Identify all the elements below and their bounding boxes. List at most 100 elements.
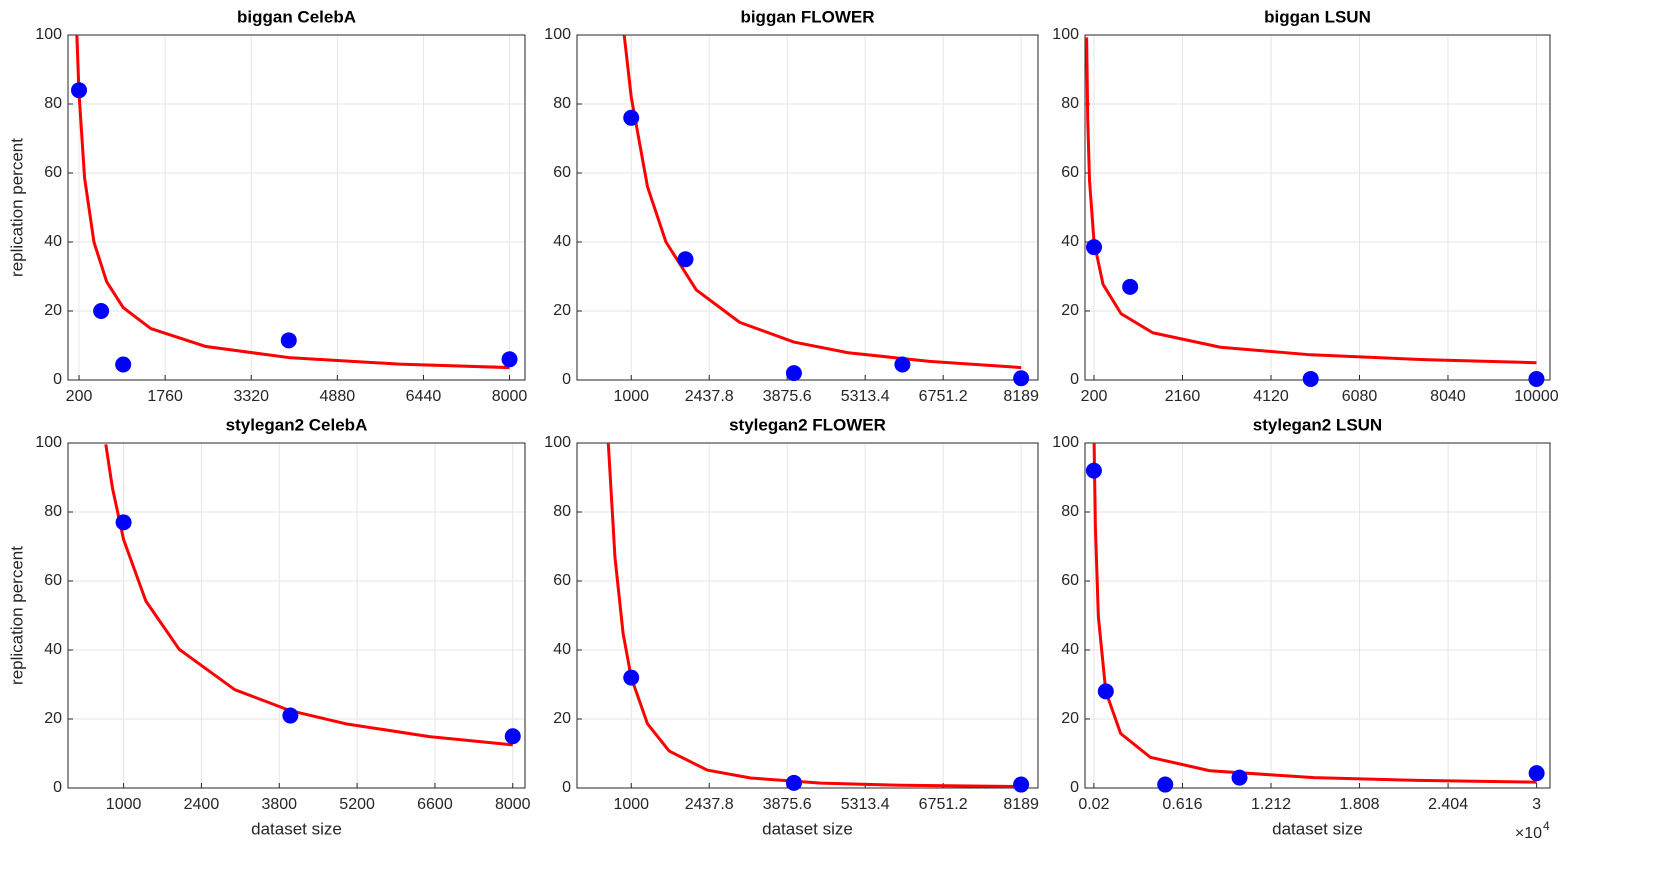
y-tick-label: 0 — [53, 371, 62, 388]
y-tick-label: 20 — [1061, 302, 1079, 319]
y-tick-label: 80 — [44, 95, 62, 112]
data-point — [115, 356, 132, 373]
x-tick-label: 6751.2 — [919, 388, 968, 405]
fit-curve — [104, 444, 513, 747]
data-point — [1157, 776, 1174, 793]
x-multiplier-base: ×10 — [1515, 825, 1542, 842]
plot-area — [68, 443, 525, 788]
y-tick-label: 20 — [1061, 710, 1079, 727]
data-point — [115, 514, 132, 531]
x-tick-label: 8000 — [495, 796, 531, 813]
data-point — [1086, 239, 1103, 256]
axes-box — [576, 442, 1039, 789]
x-tick-label: 5200 — [339, 796, 375, 813]
x-tick-label: 3800 — [261, 796, 297, 813]
y-tick-label: 100 — [544, 26, 571, 43]
fit-curve — [606, 443, 1022, 788]
axes-box — [67, 34, 526, 381]
x-tick-label: 1000 — [613, 388, 649, 405]
data-point — [1528, 765, 1545, 782]
x-multiplier-exponent: 4 — [1543, 819, 1550, 833]
y-tick-label: 0 — [562, 779, 571, 796]
y-tick-label: 60 — [44, 572, 62, 589]
y-tick-label: 40 — [553, 233, 571, 250]
axes-box — [1084, 442, 1551, 789]
y-tick-label: 60 — [1061, 164, 1079, 181]
subplot-title: biggan FLOWER — [740, 7, 874, 26]
data-point — [623, 669, 640, 686]
x-tick-label: 200 — [1081, 388, 1108, 405]
x-tick-label: 8040 — [1430, 388, 1466, 405]
data-point — [1231, 769, 1248, 786]
plot-area — [68, 35, 525, 380]
data-point — [785, 774, 802, 791]
fit-curve — [1092, 443, 1537, 784]
x-tick-label: 2400 — [184, 796, 220, 813]
x-tick-label: 6440 — [406, 388, 442, 405]
x-tick-label: 2.404 — [1428, 796, 1468, 813]
x-tick-label: 0.02 — [1078, 796, 1109, 813]
x-axis-label: dataset size — [762, 819, 853, 838]
fit-curve — [1085, 37, 1537, 365]
y-tick-label: 40 — [553, 641, 571, 658]
y-tick-label: 60 — [1061, 572, 1079, 589]
y-tick-label: 0 — [53, 779, 62, 796]
subplot-title: biggan LSUN — [1264, 7, 1371, 26]
x-axis-label: dataset size — [251, 819, 342, 838]
data-point — [282, 707, 299, 724]
data-point — [1528, 370, 1545, 387]
x-tick-label: 10000 — [1514, 388, 1559, 405]
y-axis-label: replication percent — [7, 546, 26, 685]
y-tick-label: 40 — [44, 233, 62, 250]
axes-box — [576, 34, 1039, 381]
data-point — [1013, 776, 1030, 793]
x-tick-label: 3875.6 — [763, 796, 812, 813]
y-tick-label: 60 — [553, 572, 571, 589]
y-tick-label: 100 — [35, 434, 62, 451]
x-tick-label: 5313.4 — [841, 796, 890, 813]
data-point — [93, 303, 110, 319]
data-point — [1122, 278, 1139, 295]
x-tick-label: 6600 — [417, 796, 453, 813]
subplot-title: stylegan2 FLOWER — [729, 415, 886, 434]
x-tick-label: 4120 — [1253, 388, 1289, 405]
x-tick-label: 5313.4 — [841, 388, 890, 405]
x-tick-label: 3 — [1532, 796, 1541, 813]
y-tick-label: 40 — [1061, 233, 1079, 250]
x-tick-label: 1000 — [613, 796, 649, 813]
plot-area — [577, 443, 1038, 788]
y-tick-label: 80 — [553, 95, 571, 112]
data-point — [1097, 683, 1114, 700]
x-tick-label: 1.808 — [1340, 796, 1380, 813]
fit-curve — [622, 35, 1022, 370]
data-point — [501, 351, 518, 368]
y-tick-label: 0 — [1070, 779, 1079, 796]
y-tick-label: 40 — [1061, 641, 1079, 658]
y-tick-label: 80 — [44, 503, 62, 520]
fit-curve — [75, 35, 510, 370]
plot-area — [577, 35, 1038, 380]
x-tick-label: 0.616 — [1162, 796, 1202, 813]
y-tick-label: 0 — [562, 371, 571, 388]
y-tick-label: 100 — [35, 26, 62, 43]
subplot: 1000 2400 3800 5200 6600 8000 0 20 40 60 80 100 styl… — [7, 415, 530, 838]
data-point — [677, 251, 694, 268]
y-tick-label: 100 — [1052, 434, 1079, 451]
y-tick-label: 100 — [1052, 26, 1079, 43]
x-tick-label: 2437.8 — [685, 796, 734, 813]
subplot: 1000 2437.8 3875.6 5313.4 6751.2 8189 0 20 40 60 8… — [544, 7, 1039, 405]
data-point — [280, 332, 297, 349]
x-tick-label: 6080 — [1342, 388, 1378, 405]
subplot: 200 1760 3320 4880 6440 8000 0 20 40 60 80 100 bigga… — [7, 7, 527, 405]
y-tick-label: 20 — [553, 302, 571, 319]
x-tick-label: 1000 — [106, 796, 142, 813]
subplot-title: stylegan2 LSUN — [1253, 415, 1382, 434]
data-point — [894, 356, 911, 373]
y-tick-label: 80 — [1061, 95, 1079, 112]
y-tick-label: 20 — [44, 302, 62, 319]
plot-area — [1085, 35, 1550, 380]
y-tick-label: 20 — [44, 710, 62, 727]
x-tick-label: 8189 — [1003, 388, 1039, 405]
